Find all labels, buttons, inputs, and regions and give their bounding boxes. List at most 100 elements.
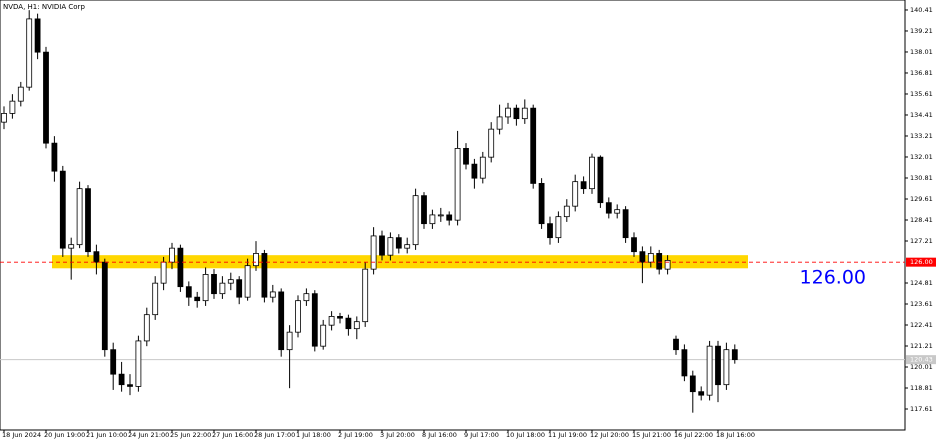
x-tick-label: 16 Jul 22:00 — [674, 431, 713, 439]
y-tick-label: 130.81 — [910, 174, 933, 182]
candle-body — [580, 181, 587, 190]
candle-body — [505, 107, 511, 118]
candle-body — [547, 223, 553, 239]
candle-body — [421, 195, 427, 225]
candle-body — [673, 338, 679, 351]
candle-body — [353, 321, 360, 330]
candle-body — [253, 253, 259, 267]
candle-body — [706, 345, 713, 396]
candle-body — [689, 375, 696, 393]
candle-body — [412, 195, 419, 246]
candle-body — [572, 181, 579, 207]
candle-body — [9, 100, 16, 114]
y-tick-label: 138.01 — [910, 48, 933, 56]
candle-body — [370, 235, 377, 270]
candle-body — [589, 156, 595, 190]
x-tick-label: 20 Jun 19:00 — [44, 431, 85, 439]
candle-body — [26, 18, 33, 88]
candle-body — [244, 265, 251, 298]
candle-body — [68, 244, 75, 249]
candle-body — [454, 148, 461, 221]
support-zone — [52, 255, 748, 269]
candle-body — [169, 247, 175, 263]
candle-body — [177, 247, 184, 288]
candle-body — [715, 345, 721, 386]
candle-body — [135, 340, 142, 387]
candle-body — [538, 183, 545, 225]
candle-body — [698, 391, 705, 396]
candle-body — [278, 291, 285, 351]
candle-body — [101, 261, 108, 351]
y-tick-label: 136.81 — [910, 69, 933, 77]
y-tick-label: 121.21 — [910, 342, 933, 350]
candle-body — [555, 216, 562, 239]
candle-body — [337, 316, 343, 319]
x-tick-label: 21 Jun 10:00 — [86, 431, 127, 439]
candle-body — [404, 244, 411, 249]
candle-body — [295, 300, 301, 333]
candle-body — [387, 237, 394, 256]
candle-body — [127, 384, 133, 387]
candle-body — [76, 188, 83, 246]
y-tick-label: 129.61 — [910, 195, 933, 203]
y-tick-label: 118.81 — [910, 384, 933, 392]
x-tick-label: 3 Jul 20:00 — [380, 431, 415, 439]
x-tick-label: 10 Jul 18:00 — [506, 431, 545, 439]
y-tick-label: 127.21 — [910, 237, 933, 245]
y-tick-label: 139.21 — [910, 27, 933, 35]
candle-body — [664, 260, 671, 270]
x-tick-label: 25 Jun 22:00 — [170, 431, 211, 439]
x-tick-label: 1 Jul 18:00 — [296, 431, 331, 439]
candle-body — [311, 293, 318, 347]
candle-body — [521, 107, 528, 120]
candle-body — [160, 261, 167, 284]
y-tick-label: 128.41 — [910, 216, 933, 224]
candle-body — [59, 170, 66, 249]
current-price-tag — [906, 355, 936, 365]
candle-body — [647, 253, 654, 263]
candle-body — [261, 253, 268, 298]
candle-body — [605, 202, 612, 214]
candle-body — [202, 274, 209, 302]
candle-body — [110, 349, 117, 375]
candle-body — [379, 235, 385, 256]
plot-frame — [0, 0, 906, 431]
candle-body — [17, 86, 24, 102]
candle-body — [51, 142, 58, 172]
y-tick-label: 122.41 — [910, 321, 933, 329]
candle-body — [143, 314, 150, 342]
x-tick-label: 28 Jun 17:00 — [254, 431, 295, 439]
candle-body — [320, 324, 327, 347]
y-tick-label: 132.01 — [910, 153, 933, 161]
candle-body — [85, 188, 91, 253]
candle-body — [723, 349, 730, 386]
candle-body — [429, 214, 436, 225]
x-tick-label: 18 Jun 2024 — [2, 431, 41, 439]
candle-body — [471, 163, 478, 179]
level-text: 126.00 — [800, 267, 866, 289]
x-tick-label: 27 Jun 16:00 — [212, 431, 253, 439]
x-tick-label: 18 Jul 16:00 — [716, 431, 755, 439]
candle-body — [34, 18, 41, 53]
y-tick-label: 123.61 — [910, 300, 933, 308]
candle-body — [513, 107, 520, 120]
candle-body — [446, 214, 453, 221]
candle-body — [303, 293, 310, 302]
candle-body — [479, 156, 486, 179]
y-tick-label: 120.01 — [910, 363, 933, 371]
y-tick-label: 135.61 — [910, 90, 933, 98]
candle-body — [731, 349, 738, 361]
candle-body — [43, 51, 49, 144]
x-tick-label: 12 Jul 20:00 — [590, 431, 629, 439]
candle-body — [236, 279, 243, 298]
candle-body — [614, 209, 621, 214]
candle-body — [219, 282, 226, 295]
candle-body — [639, 251, 646, 263]
candle-body — [488, 128, 495, 158]
candle-body — [286, 331, 293, 351]
x-tick-label: 8 Jul 16:00 — [422, 431, 457, 439]
level-axis-label: 126.00 — [910, 258, 933, 266]
candle-body — [496, 116, 503, 130]
y-tick-label: 134.41 — [910, 111, 933, 119]
